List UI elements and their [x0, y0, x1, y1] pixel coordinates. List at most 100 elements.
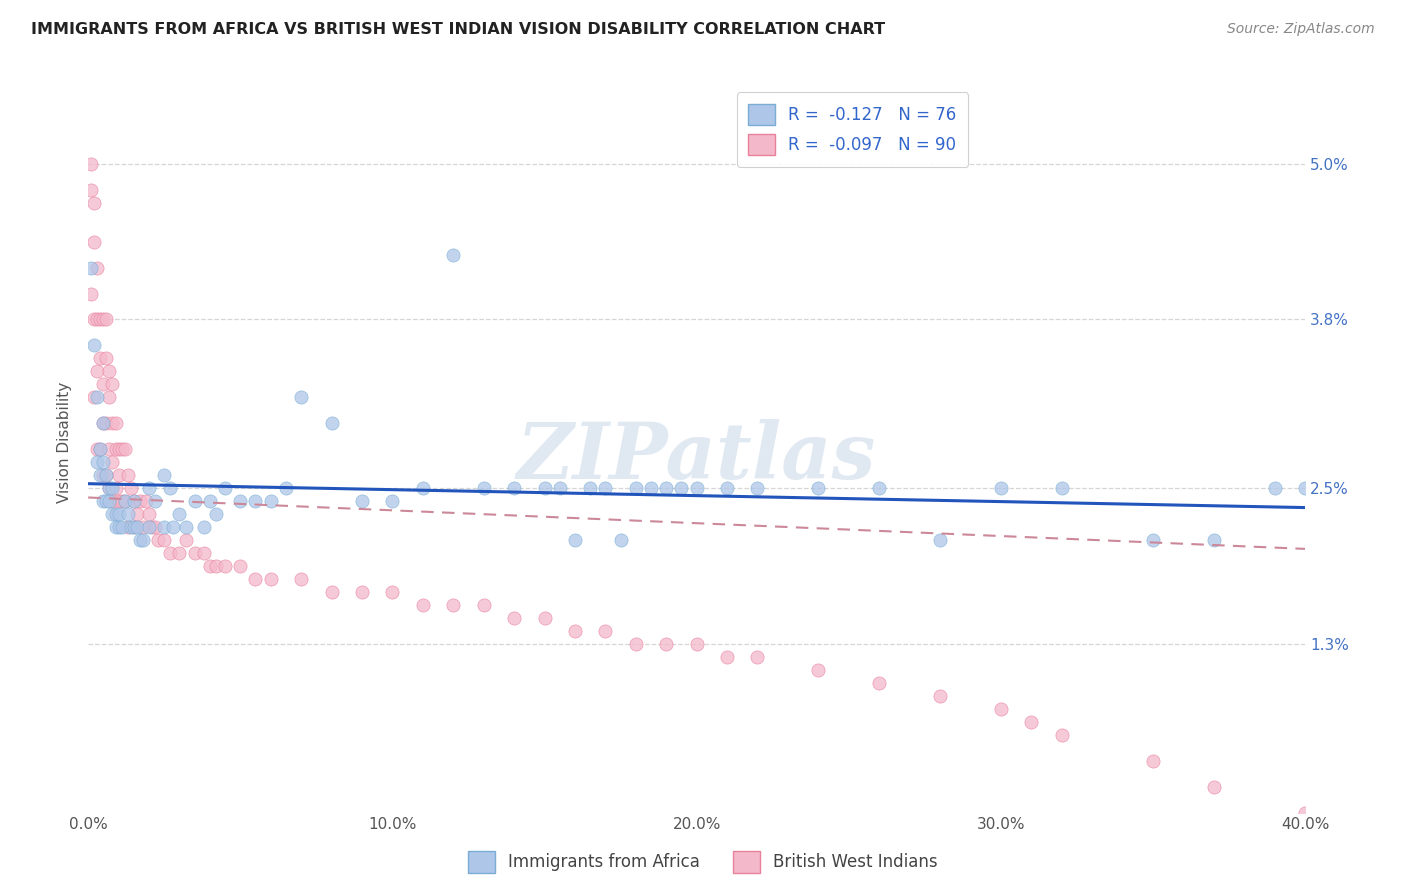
Point	[1202, 780, 1225, 794]
Point	[110, 494, 132, 508]
Point	[107, 507, 129, 521]
Point	[412, 598, 434, 612]
Point	[83, 338, 105, 352]
Point	[104, 520, 127, 534]
Point	[183, 546, 205, 560]
Point	[193, 546, 215, 560]
Point	[1202, 533, 1225, 547]
Point	[80, 286, 103, 301]
Point	[80, 183, 103, 197]
Point	[381, 494, 404, 508]
Point	[274, 481, 297, 495]
Point	[503, 481, 526, 495]
Text: Source: ZipAtlas.com: Source: ZipAtlas.com	[1227, 22, 1375, 37]
Point	[807, 481, 830, 495]
Point	[655, 481, 678, 495]
Point	[595, 481, 617, 495]
Point	[159, 546, 181, 560]
Point	[104, 481, 127, 495]
Point	[117, 468, 139, 483]
Point	[595, 624, 617, 638]
Point	[101, 507, 124, 521]
Point	[205, 507, 228, 521]
Point	[153, 533, 176, 547]
Point	[1050, 481, 1073, 495]
Point	[193, 520, 215, 534]
Point	[260, 572, 283, 586]
Point	[93, 494, 115, 508]
Point	[1294, 481, 1316, 495]
Point	[107, 442, 129, 457]
Point	[96, 351, 118, 366]
Point	[101, 417, 124, 431]
Point	[685, 481, 707, 495]
Point	[245, 494, 267, 508]
Point	[83, 312, 105, 326]
Point	[122, 520, 145, 534]
Text: ZIPatlas: ZIPatlas	[517, 419, 876, 496]
Point	[624, 637, 647, 651]
Point	[98, 364, 121, 378]
Point	[1142, 754, 1164, 768]
Point	[929, 533, 952, 547]
Point	[132, 533, 155, 547]
Point	[472, 598, 495, 612]
Point	[98, 390, 121, 404]
Point	[104, 442, 127, 457]
Point	[214, 559, 236, 574]
Point	[441, 598, 464, 612]
Point	[260, 494, 283, 508]
Point	[141, 520, 163, 534]
Point	[159, 481, 181, 495]
Point	[671, 481, 693, 495]
Point	[441, 247, 464, 261]
Point	[89, 442, 111, 457]
Point	[990, 702, 1012, 716]
Point	[503, 611, 526, 625]
Point	[120, 481, 142, 495]
Point	[640, 481, 662, 495]
Point	[321, 585, 343, 599]
Point	[135, 494, 157, 508]
Point	[98, 481, 121, 495]
Point	[125, 507, 148, 521]
Point	[101, 494, 124, 508]
Point	[93, 417, 115, 431]
Point	[101, 377, 124, 392]
Point	[229, 559, 252, 574]
Point	[89, 312, 111, 326]
Point	[107, 494, 129, 508]
Point	[716, 649, 738, 664]
Point	[96, 494, 118, 508]
Point	[174, 520, 197, 534]
Point	[868, 675, 890, 690]
Point	[685, 637, 707, 651]
Point	[96, 468, 118, 483]
Point	[98, 481, 121, 495]
Point	[290, 390, 312, 404]
Point	[122, 494, 145, 508]
Point	[93, 455, 115, 469]
Point	[110, 442, 132, 457]
Point	[114, 494, 136, 508]
Point	[93, 312, 115, 326]
Point	[143, 520, 166, 534]
Point	[548, 481, 571, 495]
Point	[1142, 533, 1164, 547]
Point	[1050, 728, 1073, 742]
Point	[86, 312, 108, 326]
Point	[533, 611, 555, 625]
Point	[205, 559, 228, 574]
Point	[117, 507, 139, 521]
Point	[122, 520, 145, 534]
Point	[86, 390, 108, 404]
Point	[146, 533, 169, 547]
Point	[83, 390, 105, 404]
Point	[96, 312, 118, 326]
Point	[114, 442, 136, 457]
Point	[183, 494, 205, 508]
Point	[120, 520, 142, 534]
Point	[747, 649, 769, 664]
Point	[96, 468, 118, 483]
Point	[624, 481, 647, 495]
